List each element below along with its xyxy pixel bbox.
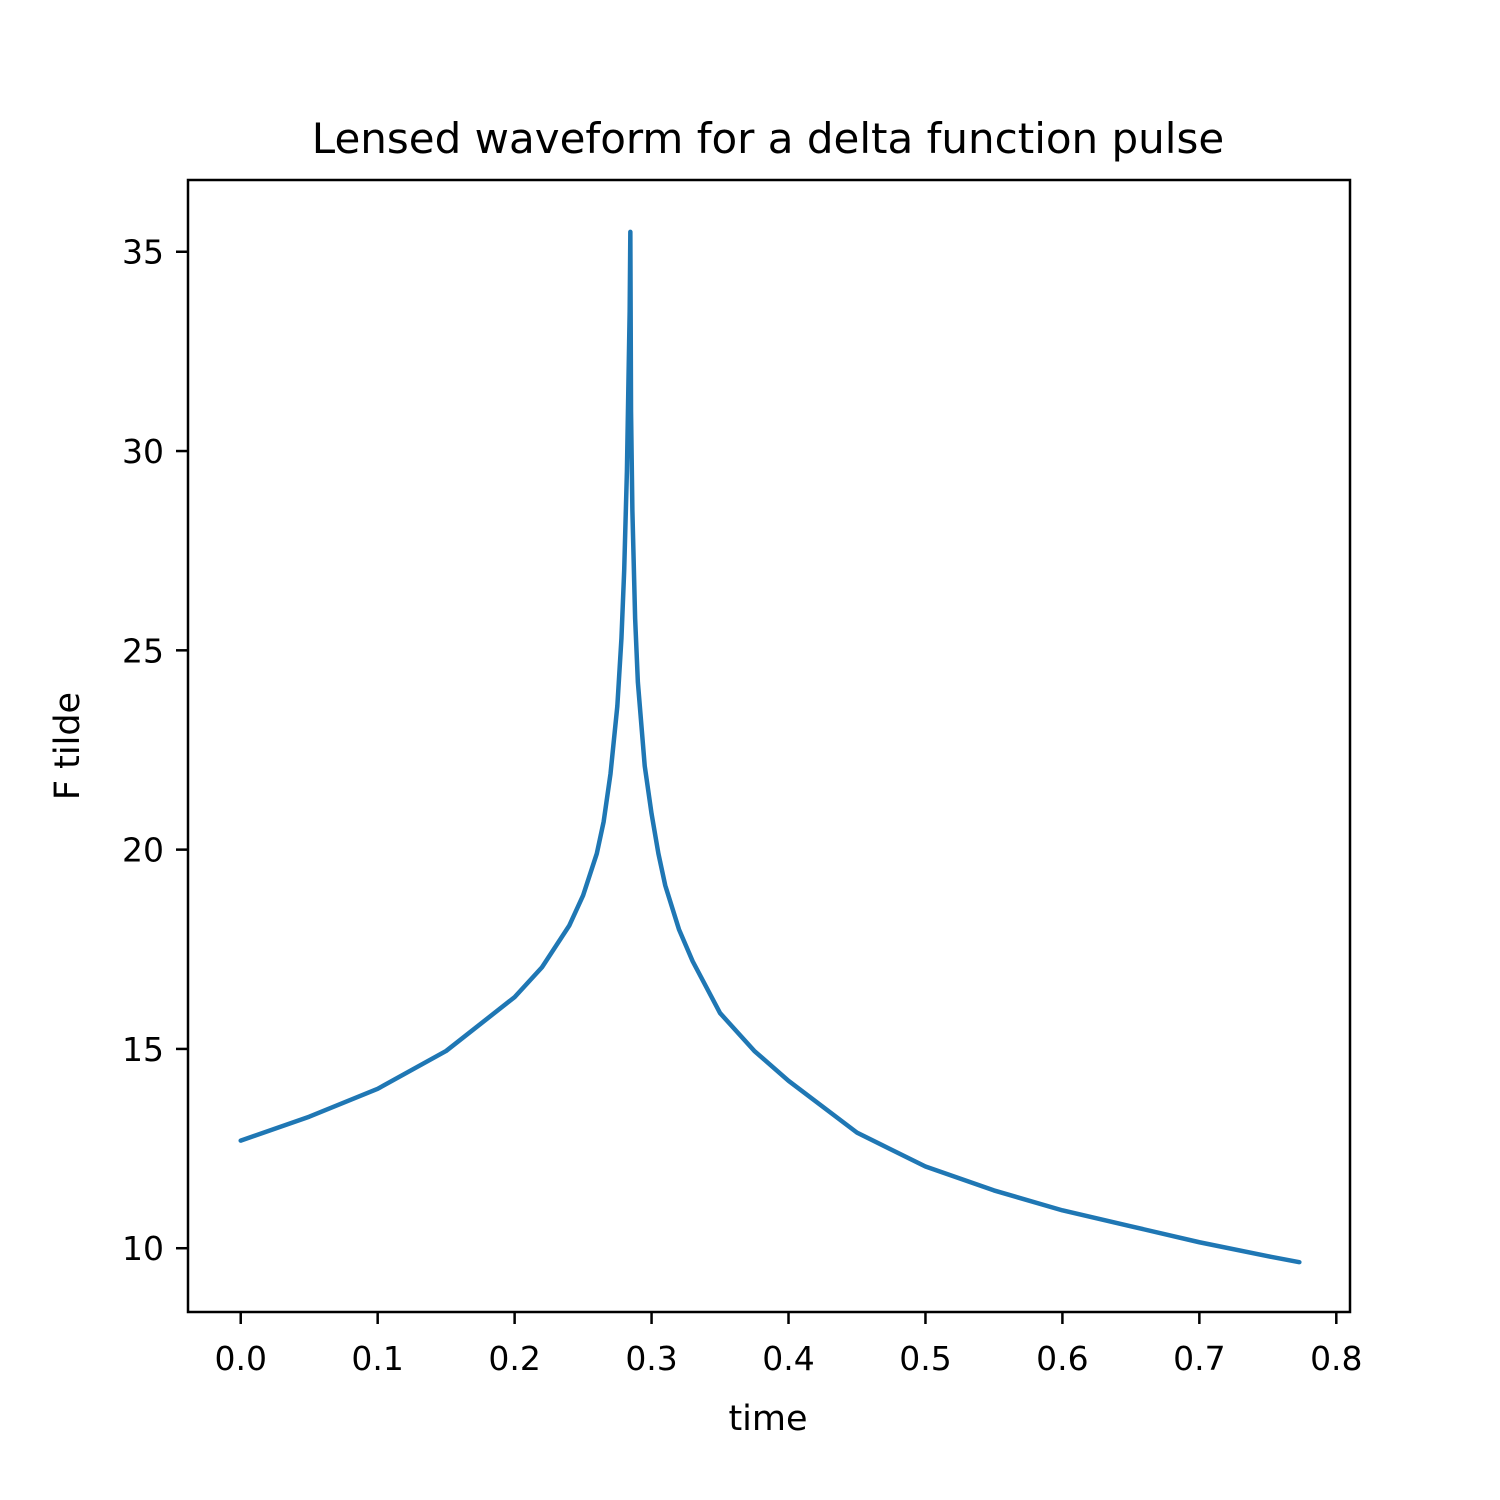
x-tick-label: 0.6 [1036, 1339, 1088, 1378]
y-tick-label: 20 [122, 831, 164, 870]
y-axis-label: F tilde [48, 692, 88, 800]
plot-area [186, 178, 1352, 1314]
x-tick-label: 0.0 [214, 1339, 266, 1378]
series-line [238, 229, 1302, 1265]
axes-frame [186, 178, 1352, 1314]
y-tick-label: 25 [122, 631, 164, 670]
y-tick-label: 35 [122, 233, 164, 272]
y-tick-label: 15 [122, 1030, 164, 1069]
x-axis-label: time [728, 1399, 807, 1439]
x-tick-label: 0.4 [762, 1339, 814, 1378]
x-tick-label: 0.5 [899, 1339, 951, 1378]
x-axis-ticks: 0.0 0.1 0.2 0.3 0.4 0.5 0.6 0.7 0.8 [214, 1312, 1363, 1378]
x-tick-label: 0.7 [1173, 1339, 1225, 1378]
chart-title: Lensed waveform for a delta function pul… [312, 114, 1224, 163]
x-tick-label: 0.3 [625, 1339, 677, 1378]
x-tick-label: 0.1 [351, 1339, 403, 1378]
y-axis-ticks: 10 15 20 25 30 35 [122, 233, 188, 1268]
x-tick-label: 0.8 [1310, 1339, 1362, 1378]
y-tick-label: 30 [122, 432, 164, 471]
x-tick-label: 0.2 [488, 1339, 540, 1378]
y-tick-label: 10 [122, 1229, 164, 1268]
